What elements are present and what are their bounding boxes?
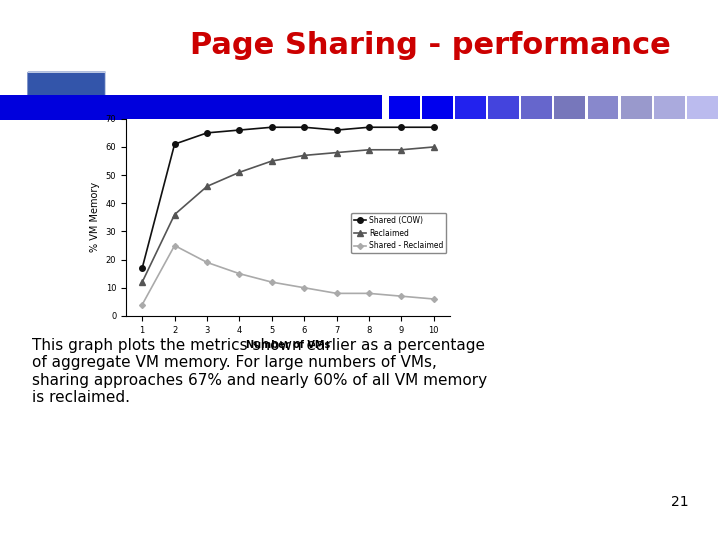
- Shared (COW): [170, 141, 179, 147]
- Line: Shared - Reclaimed: Shared - Reclaimed: [140, 244, 436, 307]
- Text: 21: 21: [671, 495, 688, 509]
- Bar: [521, 96, 552, 119]
- Legend: Shared (COW), Reclaimed, Shared - Reclaimed: Shared (COW), Reclaimed, Shared - Reclai…: [351, 213, 446, 253]
- Shared - Reclaimed: [138, 301, 147, 308]
- Line: Reclaimed: Reclaimed: [140, 144, 436, 285]
- Bar: [422, 96, 453, 119]
- Shared (COW): [429, 124, 438, 131]
- Shared - Reclaimed: [365, 290, 374, 296]
- Shared (COW): [365, 124, 374, 131]
- Shared - Reclaimed: [203, 259, 212, 266]
- Bar: [488, 96, 519, 119]
- Shared - Reclaimed: [397, 293, 406, 299]
- Shared - Reclaimed: [170, 242, 179, 249]
- Line: Shared (COW): Shared (COW): [140, 124, 436, 271]
- Shared - Reclaimed: [267, 279, 276, 285]
- Y-axis label: % VM Memory: % VM Memory: [90, 183, 100, 252]
- Bar: [687, 96, 718, 119]
- Text: PENN: PENN: [17, 26, 51, 37]
- Reclaimed: [267, 158, 276, 164]
- Shared - Reclaimed: [300, 285, 308, 291]
- Shared (COW): [235, 127, 243, 133]
- Bar: [455, 96, 486, 119]
- Bar: [654, 96, 685, 119]
- Shared - Reclaimed: [235, 271, 243, 277]
- Shared - Reclaimed: [429, 296, 438, 302]
- Reclaimed: [235, 169, 243, 176]
- Bar: [588, 96, 618, 119]
- Reclaimed: [332, 150, 341, 156]
- Shared (COW): [138, 265, 147, 271]
- Text: Page Sharing - performance: Page Sharing - performance: [190, 31, 670, 60]
- Bar: [621, 96, 652, 119]
- Reclaimed: [429, 144, 438, 150]
- Reclaimed: [203, 183, 212, 190]
- Bar: [0, 94, 382, 120]
- Text: This graph plots the metrics shown earlier as a percentage
of aggregate VM memor: This graph plots the metrics shown earli…: [32, 338, 487, 405]
- Reclaimed: [138, 279, 147, 285]
- Reclaimed: [300, 152, 308, 159]
- Reclaimed: [397, 146, 406, 153]
- Shared - Reclaimed: [332, 290, 341, 296]
- Shared (COW): [203, 130, 212, 136]
- Reclaimed: [365, 146, 374, 153]
- Reclaimed: [170, 211, 179, 218]
- Shared (COW): [397, 124, 406, 131]
- X-axis label: Number of VMs: Number of VMs: [246, 340, 330, 350]
- Shared (COW): [300, 124, 308, 131]
- Shared (COW): [267, 124, 276, 131]
- Shared (COW): [332, 127, 341, 133]
- Polygon shape: [28, 72, 105, 117]
- Text: STATE: STATE: [17, 48, 55, 58]
- Bar: [389, 96, 420, 119]
- Bar: [554, 96, 585, 119]
